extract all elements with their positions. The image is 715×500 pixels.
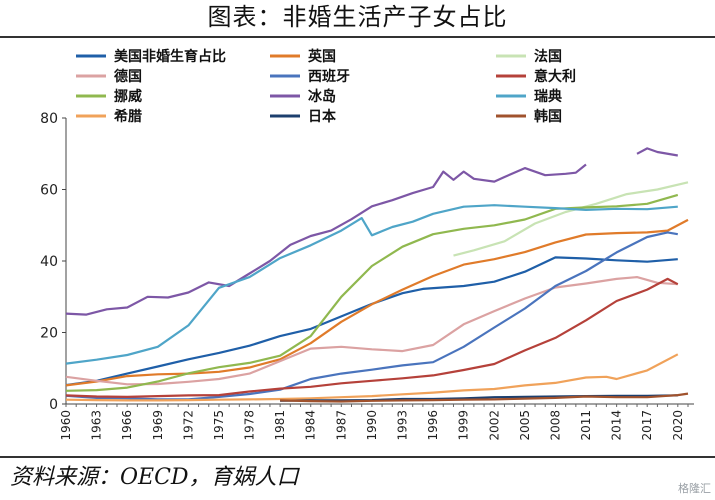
legend-label: 挪威 (114, 88, 142, 105)
legend-label: 意大利 (534, 68, 576, 85)
x-tick-label: 1972 (181, 410, 195, 441)
legend-label: 德国 (114, 68, 142, 85)
x-tick-label: 1999 (457, 410, 471, 441)
series-line-9 (65, 204, 678, 365)
series-line-3 (65, 276, 678, 386)
x-tick-label: 1993 (395, 410, 409, 441)
legend-label: 希腊 (114, 108, 142, 125)
x-tick-label: 2008 (548, 410, 562, 441)
x-tick-label: 1990 (365, 410, 379, 441)
series-line-2 (453, 181, 689, 257)
x-tick-label: 2005 (518, 410, 532, 441)
legend-label: 瑞典 (534, 88, 562, 105)
x-tick-label: 1978 (243, 410, 257, 441)
legend-label: 英国 (307, 48, 336, 65)
series-line-8 (636, 147, 678, 157)
y-tick-label: 20 (40, 326, 58, 342)
watermark: 格隆汇 (678, 482, 711, 495)
x-tick-label: 1966 (120, 410, 134, 441)
y-tick-label: 40 (40, 254, 58, 270)
legend-label: 冰岛 (308, 88, 336, 105)
x-tick-label: 1963 (90, 410, 104, 441)
x-tick-label: 2020 (671, 410, 685, 441)
series-lines (65, 147, 689, 403)
footer-divider (0, 456, 715, 458)
series-line-10 (65, 353, 679, 402)
legend-label: 法国 (534, 48, 562, 65)
x-tick-label: 2014 (610, 410, 624, 441)
y-tick-label: 0 (49, 397, 58, 413)
x-tick-label: 1981 (273, 410, 287, 441)
legend-label: 美国非婚生育占比 (114, 48, 226, 65)
x-tick-label: 1984 (304, 410, 318, 441)
source-note: 资料来源：OECD，育娲人口 (10, 465, 299, 490)
y-tick-label: 80 (40, 111, 58, 127)
x-tick-label: 1987 (334, 410, 348, 441)
x-tick-label: 1960 (59, 410, 73, 441)
series-line-1 (65, 218, 689, 387)
series-line-7 (65, 163, 587, 316)
chart-title: 图表：非婚生活产子女占比 (207, 3, 508, 31)
x-tick-label: 1975 (212, 410, 226, 441)
x-tick-label: 1996 (426, 410, 440, 441)
x-tick-label: 2002 (487, 410, 501, 441)
x-tick-label: 1969 (151, 410, 165, 441)
series-line-6 (65, 193, 679, 392)
x-tick-label: 2011 (579, 410, 593, 441)
legend-label: 西班牙 (308, 68, 350, 85)
y-tick-label: 60 (40, 183, 58, 199)
series-line-5 (65, 277, 679, 398)
legend-label: 日本 (308, 108, 337, 125)
axes: 0 20 40 60 80 1960 1963 1966 1969 1972 1975 1978 198… (40, 111, 694, 441)
title-divider (0, 36, 715, 38)
legend-label: 韩国 (534, 108, 562, 125)
series-line-12 (280, 392, 689, 403)
x-tick-label: 2017 (640, 410, 654, 441)
